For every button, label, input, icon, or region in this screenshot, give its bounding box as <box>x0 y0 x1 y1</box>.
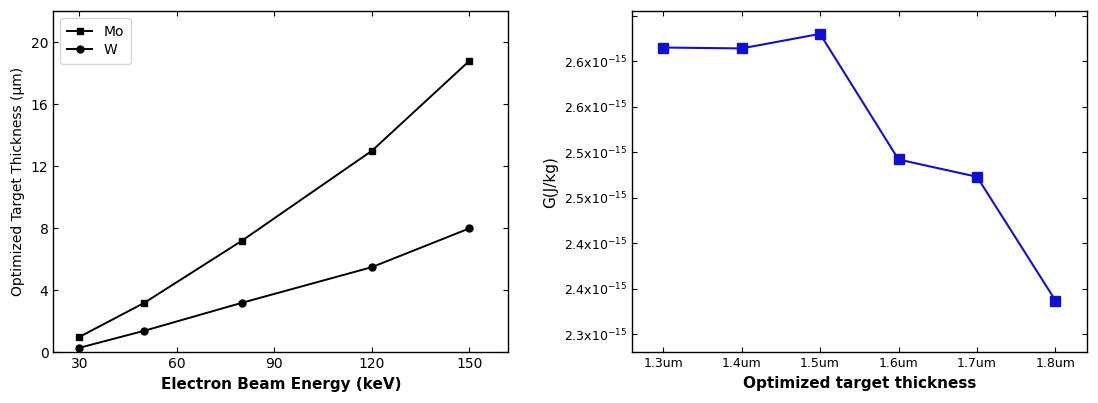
W <box>235 300 248 305</box>
Y-axis label: G(J/kg): G(J/kg) <box>544 156 558 208</box>
W <box>72 345 86 350</box>
Mo <box>235 238 248 243</box>
W <box>137 328 150 333</box>
Mo <box>137 300 150 305</box>
W <box>366 265 379 270</box>
X-axis label: Optimized target thickness: Optimized target thickness <box>742 376 976 391</box>
Y-axis label: Optimized Target Thickness (μm): Optimized Target Thickness (μm) <box>11 67 25 296</box>
X-axis label: Electron Beam Energy (keV): Electron Beam Energy (keV) <box>160 377 401 392</box>
Mo <box>72 334 86 339</box>
Line: Mo: Mo <box>76 57 473 341</box>
W <box>463 226 477 231</box>
Legend: Mo, W: Mo, W <box>60 18 131 64</box>
Mo <box>463 58 477 63</box>
Line: W: W <box>76 225 473 351</box>
Mo <box>366 148 379 153</box>
